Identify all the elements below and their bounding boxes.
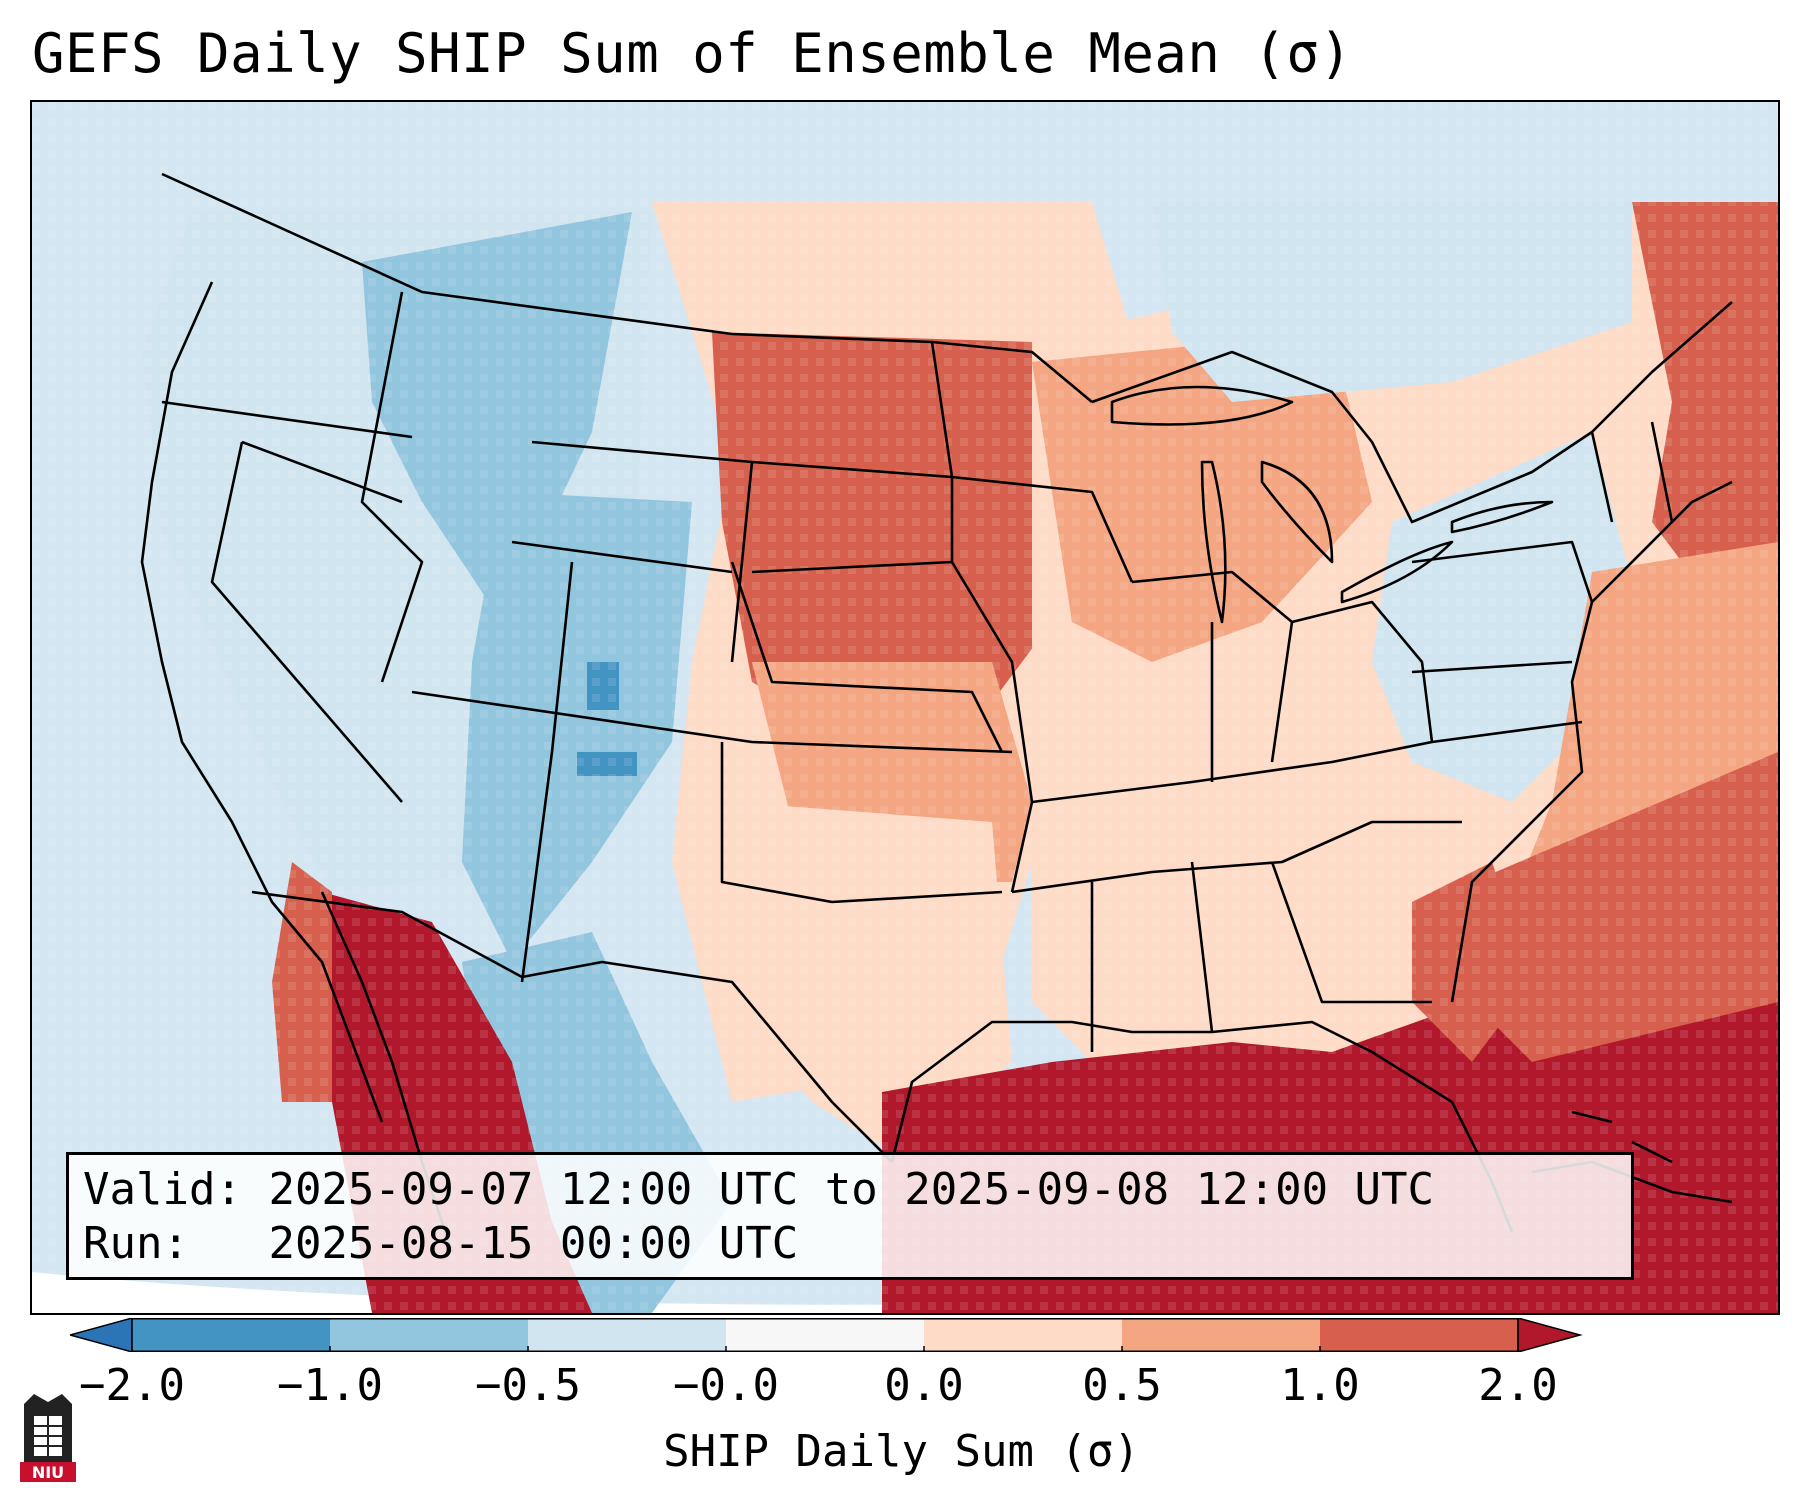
bahamas-outline [1571,1110,1613,1124]
colorbar-tick-label: −0.5 [475,1360,581,1411]
lake-michigan [1200,460,1227,624]
chart-title: GEFS Daily SHIP Sum of Ensemble Mean (σ) [32,22,1353,85]
state-line [950,561,1034,893]
valid-row: Valid: 2025-09-07 12:00 UTC to 2025-09-0… [83,1163,1617,1217]
colorbar [70,1318,1583,1352]
state-line [1590,431,1614,523]
run-label: Run: [83,1218,189,1269]
map-panel [30,100,1780,1315]
university-tower-icon: NIU [20,1394,76,1482]
state-line [751,460,954,574]
state-line [241,440,403,504]
state-line [1131,570,1294,763]
logo-badge [20,1462,76,1482]
colorbar-extend-high [1517,1318,1583,1352]
political-borders [140,172,1733,1253]
valid-run-info-box: Valid: 2025-09-07 12:00 UTC to 2025-09-0… [66,1152,1634,1280]
colorbar-tick-label: −1.0 [277,1360,383,1411]
state-line [411,690,1013,754]
colorbar-segment [924,1318,1122,1352]
run-row: Run: 2025-08-15 00:00 UTC [83,1217,1617,1271]
colorbar-segment [528,1318,726,1352]
logo-tower-top [24,1394,72,1404]
colorbar-label: SHIP Daily Sum (σ) [663,1426,1140,1477]
state-line [730,561,1004,753]
colorbar-segment [726,1318,924,1352]
bahamas-outline [1631,1140,1673,1164]
lake-superior [1110,385,1294,426]
state-line [720,742,1003,904]
state-line [1031,720,1583,804]
colorbar-tick-label: −2.0 [79,1360,185,1411]
lake-huron [1260,460,1334,564]
colorbar-tick-label: 1.0 [1280,1360,1360,1411]
map-svg [32,102,1778,1313]
state-line [360,291,424,683]
colorbar-tick-label: −0.0 [673,1360,779,1411]
state-line [1411,660,1573,674]
state-line [1650,421,1674,523]
state-line [520,561,574,983]
lake-erie [1340,540,1454,604]
state-line [1270,861,1432,1004]
valid-label: Valid: [83,1164,242,1215]
east-coastline [1450,480,1733,1003]
us-canada-border [161,172,1093,403]
state-line [1011,820,1462,894]
colorbar-segment [132,1318,330,1352]
colorbar-tick-label: 0.5 [1082,1360,1162,1411]
west-coastline [140,281,384,1123]
state-line [210,441,403,803]
logo-text: NIU [32,1463,64,1482]
state-line [1190,861,1214,1033]
colorbar-segment [1320,1318,1518,1352]
colorbar-outline [131,1318,1519,1352]
colorbar-segment [1122,1318,1320,1352]
us-mexico-border [251,890,893,1163]
great-lakes-border [1091,301,1733,524]
valid-value: 2025-09-07 12:00 UTC to 2025-09-08 12:00… [268,1164,1435,1215]
state-line [1411,540,1594,603]
colorbar-tick-label: 2.0 [1478,1360,1558,1411]
state-line [930,341,1134,583]
colorbar-extend-low [70,1318,133,1352]
colorbar-tick-label: 0.0 [884,1360,964,1411]
grid-texture [32,102,1778,1313]
state-line [511,540,733,574]
run-value: 2025-08-15 00:00 UTC [268,1218,799,1269]
state-line [161,400,413,439]
lake-ontario [1450,500,1554,534]
colorbar-segment [330,1318,528,1352]
state-line [1291,600,1434,743]
